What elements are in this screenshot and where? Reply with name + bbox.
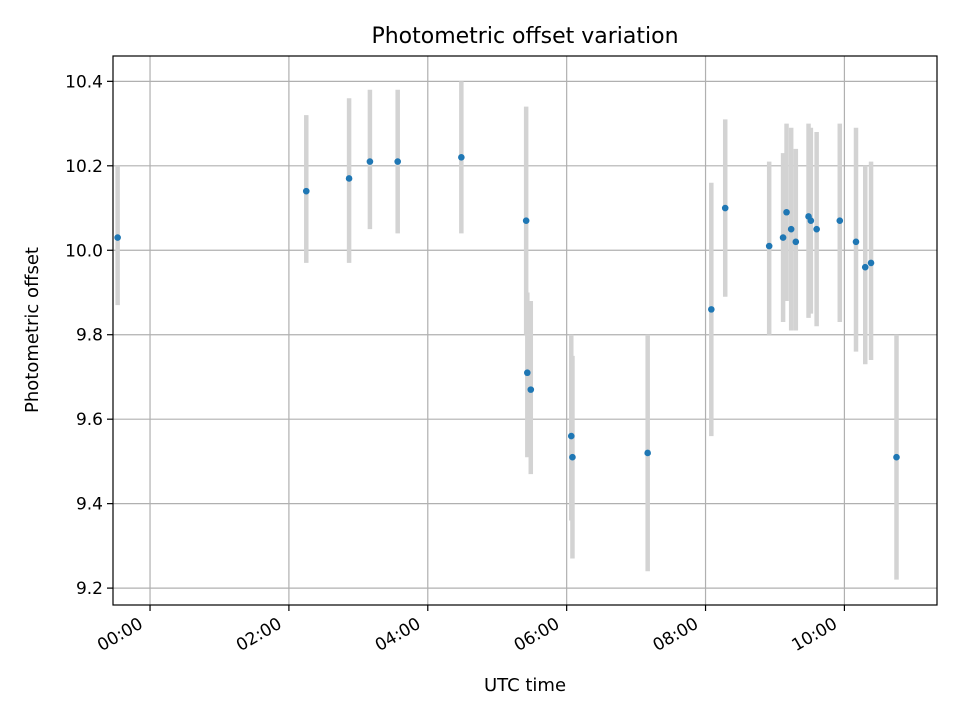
data-point [893,453,900,461]
data-point [765,242,773,250]
data-point [792,238,800,246]
data-point [114,234,121,241]
x-axis-label: UTC time [484,675,566,696]
data-point [813,225,820,233]
chart-title: Photometric offset variation [371,24,678,49]
y-tick-label: 10.4 [65,72,103,92]
data-point [779,234,787,241]
data-point [522,217,530,224]
data-point [836,217,844,224]
data-point [861,263,869,271]
data-point [644,449,651,457]
y-tick-label: 9.4 [76,495,103,515]
data-point [345,175,353,182]
data-point [302,187,310,195]
y-tick-label: 9.8 [76,326,103,346]
y-tick-label: 10.0 [65,241,103,261]
data-point [783,208,790,216]
data-point [787,225,795,233]
data-point [852,238,860,246]
data-point [721,204,729,212]
data-point [524,369,531,377]
y-axis-label: Photometric offset [22,247,43,413]
data-point [394,158,401,165]
data-point [567,432,575,440]
y-tick-label: 9.6 [76,410,103,430]
data-point [867,259,875,267]
data-point [527,386,535,393]
y-tick-label: 10.2 [65,157,103,177]
grid [113,56,937,605]
plot-frame [112,55,938,606]
y-axis-ticks: 9.2 9.4 9.6 9.8 10.0 10.2 10.4 [65,72,113,599]
data-point [458,154,465,161]
data-point [807,217,815,224]
data-point [569,453,576,461]
data-point [708,306,715,313]
y-tick-label: 9.2 [76,579,103,599]
data-points [114,154,900,461]
data-point [366,158,374,165]
